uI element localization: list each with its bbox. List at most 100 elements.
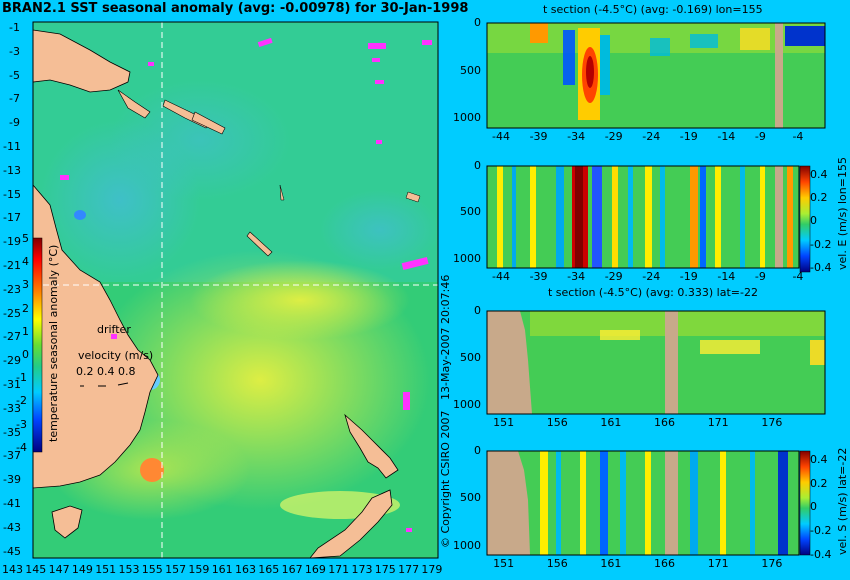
- panel-4-x-tick: 151: [493, 557, 515, 570]
- colorbar-label: temperature seasonal anomaly (°C): [47, 244, 60, 442]
- panel-1-x-tick: -44: [492, 130, 510, 143]
- lon-tick: 161: [211, 563, 233, 576]
- panel-3-x-tick: 176: [761, 416, 783, 429]
- panel-2-x-tick: -9: [754, 270, 766, 283]
- panel-2-colorbar-tick: 0.4: [810, 168, 828, 181]
- legend-drifter-label: drifter: [97, 323, 131, 336]
- panel-4-colorbar-tick: 0: [810, 500, 817, 514]
- panel-2-colorbar-label: vel. E (m/s) lon=155: [836, 157, 849, 270]
- panel-4-colorbar-label: vel. S (m/s) lat=-22: [836, 447, 849, 555]
- panel-3-y-tick: 1000: [453, 397, 481, 411]
- panel-4-x-tick: 176: [761, 557, 783, 570]
- lon-tick: 153: [118, 563, 140, 576]
- lon-tick: 155: [141, 563, 163, 576]
- lon-tick: 157: [165, 563, 187, 576]
- panel-4-x-tick: 171: [707, 557, 729, 570]
- panel-3-x-tick: 171: [707, 416, 729, 429]
- panel-3-y-tick: 0: [474, 304, 481, 317]
- colorbar-tick: 1: [22, 324, 29, 338]
- panel-4-colorbar-tick: -0.4: [810, 547, 832, 561]
- panel-1-y-tick: 500: [460, 63, 481, 77]
- panel-2-x-tick: -19: [679, 270, 698, 283]
- lon-tick: 159: [188, 563, 210, 576]
- panel-3-y-tick: 500: [460, 350, 481, 364]
- panel-2-y-tick: 500: [460, 205, 481, 219]
- panel-1-x-tick: -34: [567, 130, 586, 143]
- lon-tick: 179: [421, 563, 443, 576]
- lat-tick: -43: [3, 520, 21, 534]
- lon-tick: 175: [374, 563, 396, 576]
- panel-2-x-tick: -24: [642, 270, 661, 283]
- panel-4-y-tick: 500: [460, 491, 481, 505]
- lat-tick: -17: [3, 211, 21, 225]
- lon-tick: 165: [258, 563, 280, 576]
- lat-tick: -23: [3, 282, 21, 296]
- panel-4-x-tick: 166: [654, 557, 676, 570]
- panel-2-plot[interactable]: [486, 165, 811, 273]
- panel-2-y-tick: 0: [474, 159, 481, 172]
- lat-tick: -9: [9, 116, 20, 130]
- velocity-legend-arrows: [80, 382, 129, 387]
- panel-2-x-tick: -4: [792, 270, 804, 283]
- panel-4-plot[interactable]: [486, 450, 811, 556]
- panel-2-x-tick: -34: [567, 270, 586, 283]
- panel-2-x-tick: -39: [529, 270, 548, 283]
- panel-1-x-tick: -4: [792, 130, 804, 143]
- panel-3-x-tick: 151: [493, 416, 515, 429]
- lat-tick: -25: [3, 306, 21, 320]
- lat-tick: -45: [3, 544, 21, 558]
- lat-tick: -5: [9, 68, 20, 82]
- colorbar-tick: 0: [22, 348, 29, 361]
- lon-tick: 151: [95, 563, 117, 576]
- legend-velocity-values: 0.2 0.4 0.8: [76, 365, 136, 378]
- lat-tick: -41: [3, 497, 21, 510]
- colorbar-tick: -3: [16, 417, 27, 431]
- lat-tick: -27: [3, 330, 21, 344]
- colorbar-tick: -2: [16, 394, 27, 408]
- colorbar-tick: -1: [16, 371, 27, 385]
- panel-2-x-tick: -29: [604, 270, 623, 283]
- panel-2-y-tick: 1000: [453, 251, 481, 265]
- lat-tick: -39: [3, 473, 21, 487]
- lat-tick: -3: [9, 44, 20, 58]
- panel-4-x-tick: 156: [546, 557, 568, 570]
- colorbar-tick: -4: [16, 440, 27, 454]
- lat-tick: -19: [3, 235, 21, 249]
- lat-tick: -13: [3, 163, 21, 177]
- map-colorbar: [32, 237, 43, 453]
- date-stamp: 13-May-2007 20:07:46: [439, 274, 452, 400]
- panel-2-x-tick: -44: [492, 270, 510, 283]
- lon-tick: 173: [351, 563, 373, 576]
- colorbar-tick: 5: [22, 232, 29, 245]
- panel-4-colorbar-tick: -0.2: [810, 523, 832, 537]
- panel-1-title: t section (-4.5°C) (avg: -0.169) lon=155: [543, 3, 763, 16]
- map-title: BRAN2.1 SST seasonal anomaly (avg: -0.00…: [2, 1, 469, 16]
- lon-tick: 147: [48, 563, 70, 576]
- lon-tick: 167: [281, 563, 303, 576]
- colorbar-tick: 4: [22, 255, 29, 269]
- panel-3-x-tick: 161: [600, 416, 622, 429]
- lon-tick: 177: [398, 563, 420, 576]
- panel-1-plot[interactable]: [486, 22, 826, 129]
- panel-3-x-tick: 166: [654, 416, 676, 429]
- colorbar-tick: 2: [22, 301, 29, 315]
- legend-velocity-label: velocity (m/s): [78, 349, 154, 362]
- lat-tick: -15: [3, 187, 21, 201]
- lat-tick: -1: [9, 21, 20, 34]
- lat-tick: -21: [3, 259, 21, 272]
- lon-tick: 163: [235, 563, 256, 576]
- panel-1-x-tick: -39: [529, 130, 548, 143]
- lat-tick: -7: [9, 92, 20, 106]
- panel-2-colorbar-tick: 0: [810, 214, 817, 228]
- panel-4-y-tick: 0: [474, 444, 481, 457]
- panel-1-x-tick: -14: [717, 130, 736, 143]
- panel-1-x-tick: -24: [642, 130, 661, 143]
- panel-3-x-tick: 156: [546, 416, 568, 429]
- panel-1-y-tick: 0: [474, 16, 481, 29]
- panel-1-x-tick: -9: [754, 130, 766, 143]
- panel-4-x-tick: 161: [600, 557, 622, 570]
- map-plot-area[interactable]: [32, 21, 440, 559]
- panel-1-x-tick: -19: [679, 130, 698, 143]
- panel-3-plot[interactable]: [486, 310, 826, 415]
- panel-1-y-tick: 1000: [453, 111, 481, 125]
